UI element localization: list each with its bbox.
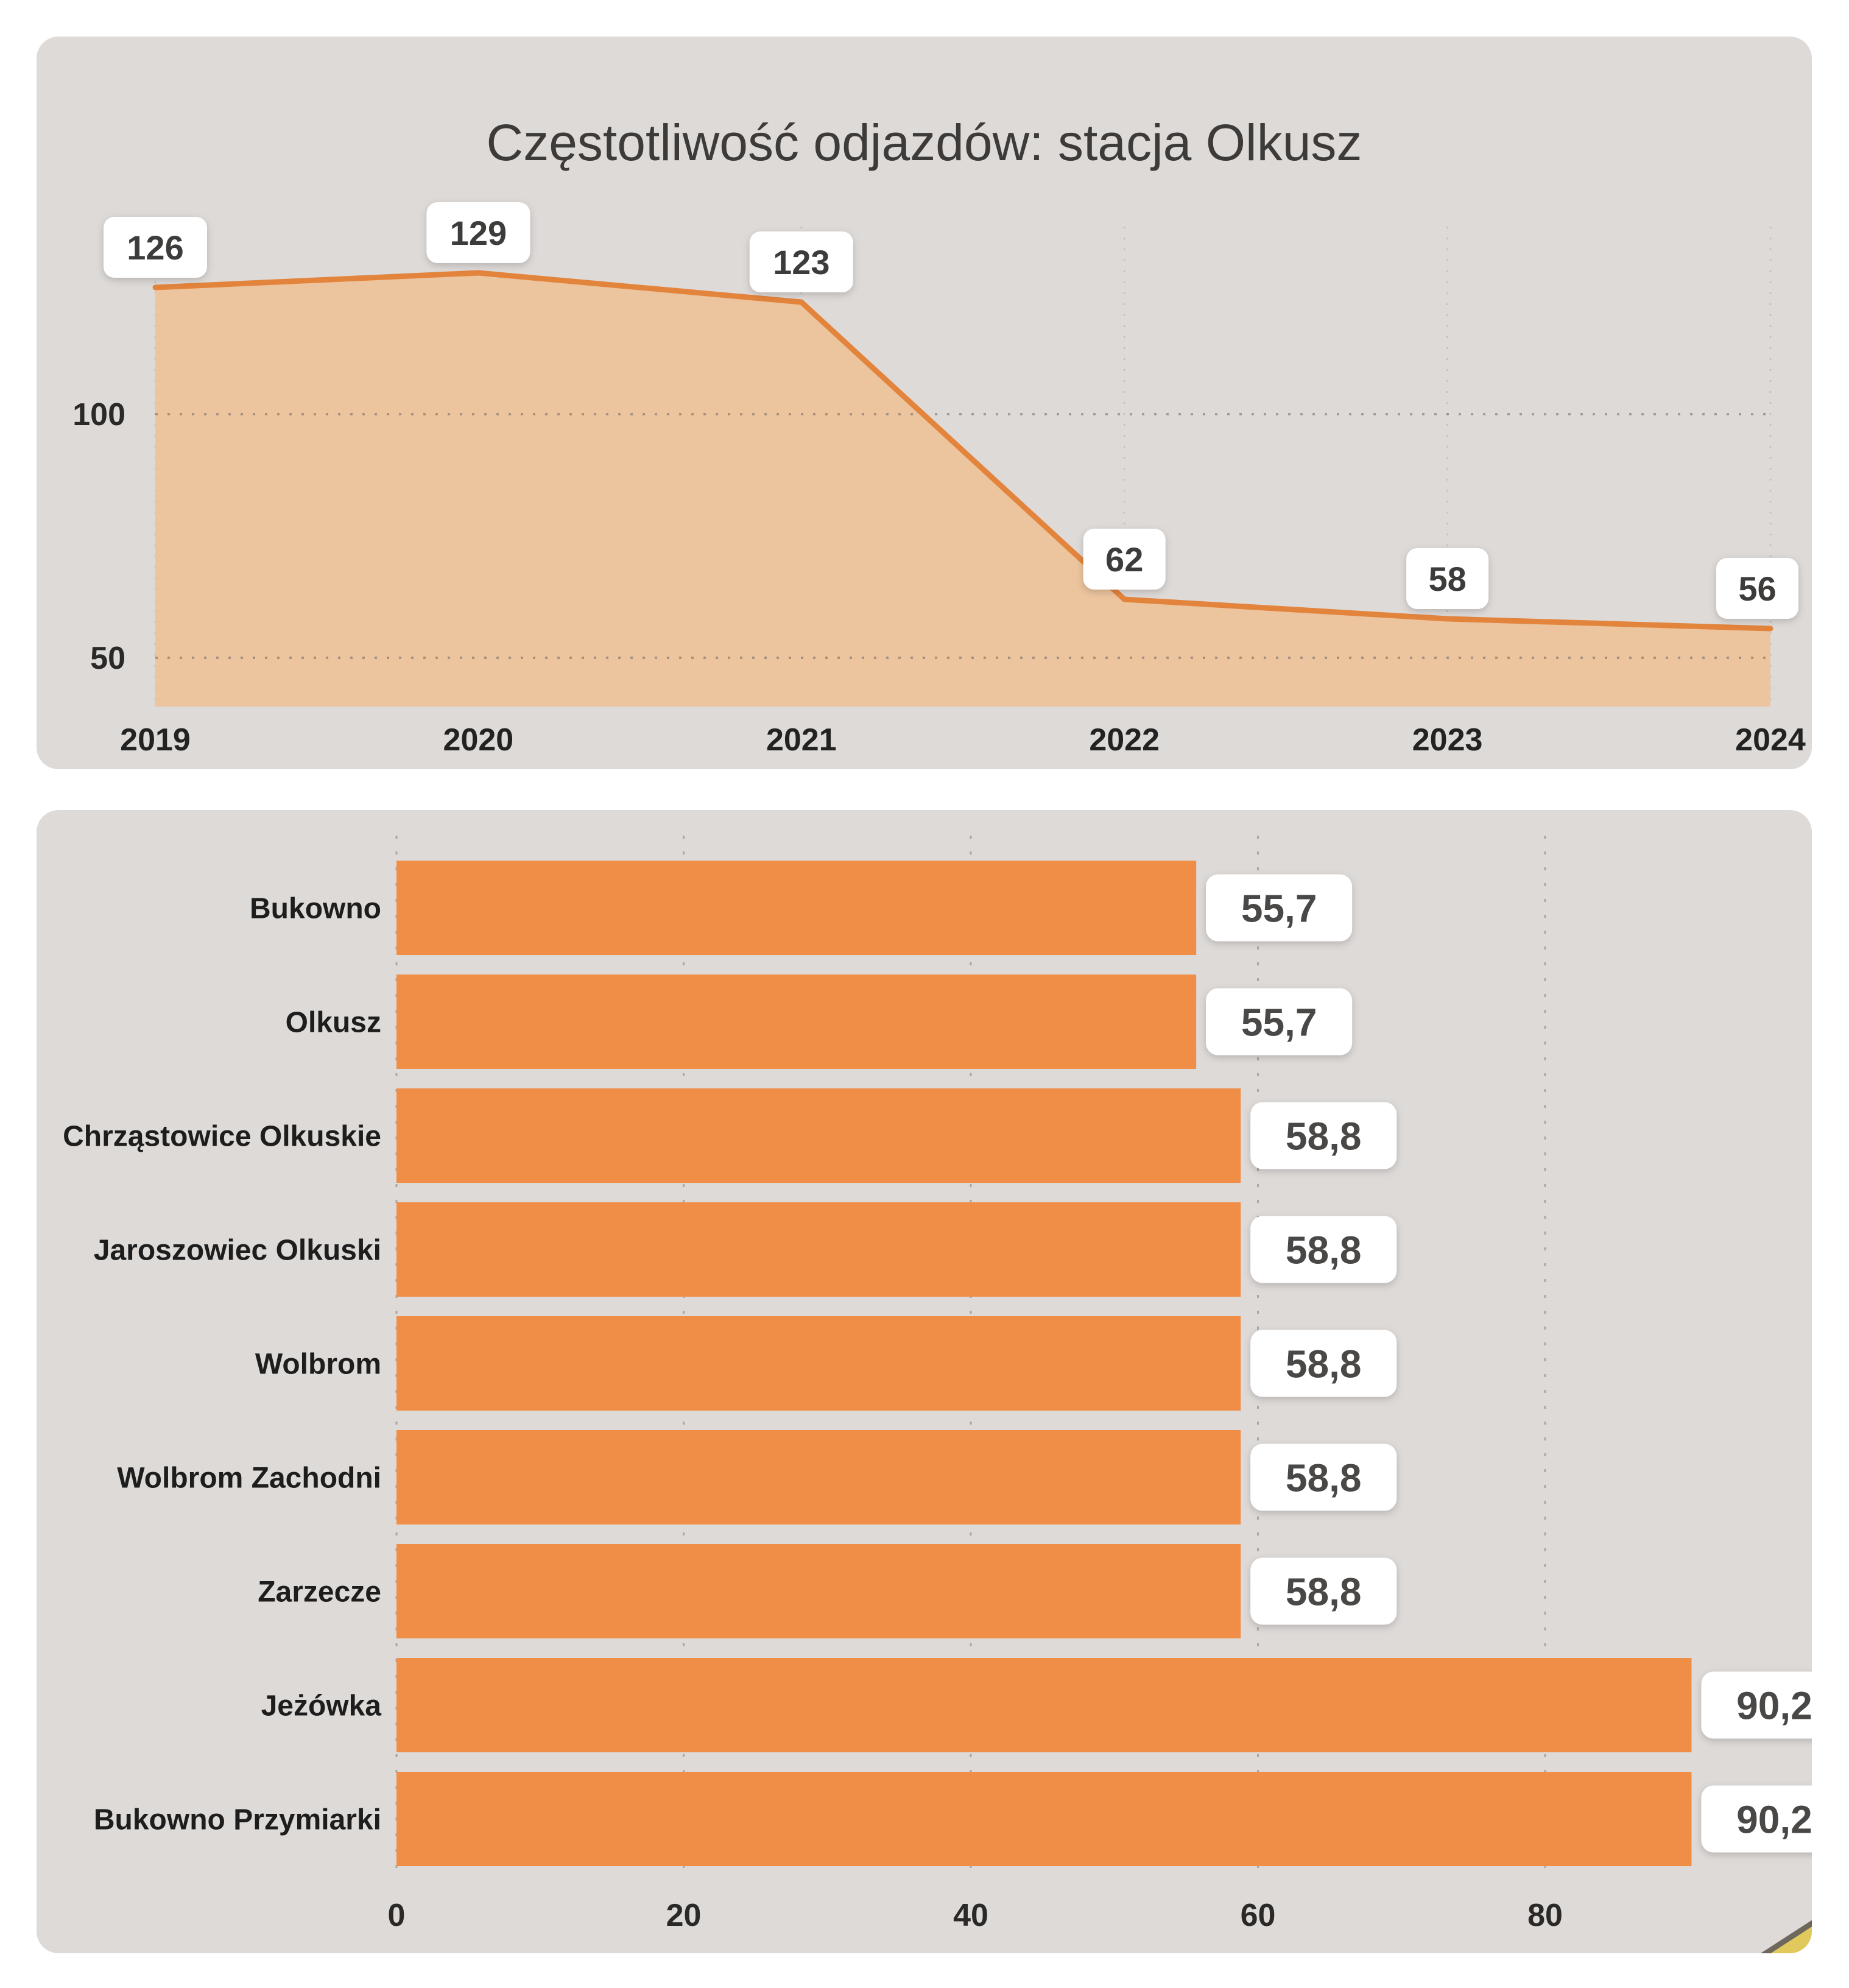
category-label-wolbrom-zachodni: Wolbrom Zachodni	[117, 1462, 381, 1495]
data-label-2020: 129	[450, 214, 507, 252]
category-label-jaroszowiec-olkuski: Jaroszowiec Olkuski	[94, 1235, 381, 1267]
bar-wolbrom[interactable]	[396, 1316, 1241, 1411]
line-chart-title: Częstotliwość odjazdów: stacja Olkusz	[486, 114, 1362, 171]
bar-bukowno-przymiarki[interactable]	[396, 1772, 1692, 1866]
data-label-box-2022	[1083, 529, 1166, 590]
x-axis-label-2024: 2024	[1735, 722, 1806, 758]
value-label-box-olkusz	[1206, 988, 1353, 1056]
category-label-bukowno-przymiarki: Bukowno Przymiarki	[94, 1804, 381, 1836]
value-label-chrz-stowice-olkuskie: 58,8	[1286, 1115, 1362, 1158]
category-label-zarzecze: Zarzecze	[258, 1576, 381, 1609]
value-label-wolbrom: 58,8	[1286, 1342, 1362, 1386]
line-chart-panel: Częstotliwość odjazdów: stacja Olkusz 50…	[37, 37, 1812, 769]
category-label-je-wka: Jeżówka	[261, 1690, 382, 1722]
value-label-wolbrom-zachodni: 58,8	[1286, 1456, 1362, 1500]
value-label-box-chrz-stowice-olkuskie	[1250, 1102, 1397, 1169]
value-label-bukowno-przymiarki: 90,2	[1736, 1798, 1812, 1842]
x-axis-tick-label-40: 40	[953, 1898, 988, 1933]
category-label-chrz-stowice-olkuskie: Chrząstowice Olkuskie	[63, 1121, 381, 1153]
x-axis-label-2019: 2019	[120, 722, 191, 758]
bar-wolbrom-zachodni[interactable]	[396, 1430, 1241, 1524]
y-axis-tick-label-100: 100	[72, 397, 125, 432]
x-axis-label-2022: 2022	[1089, 722, 1160, 758]
value-label-box-wolbrom	[1250, 1330, 1397, 1397]
data-label-2023: 58	[1428, 560, 1466, 598]
value-label-bukowno: 55,7	[1241, 887, 1317, 931]
x-axis-label-2020: 2020	[443, 722, 514, 758]
value-label-je-wka: 90,2	[1736, 1684, 1812, 1728]
bar-bukowno[interactable]	[396, 861, 1197, 955]
trend-line[interactable]	[152, 270, 1773, 632]
value-label-box-bukowno	[1206, 874, 1353, 942]
value-label-box-wolbrom-zachodni	[1250, 1443, 1397, 1511]
pencil-tip-edge	[1760, 1920, 1812, 1953]
x-axis-tick-label-60: 60	[1241, 1898, 1276, 1933]
data-label-2022: 62	[1105, 540, 1143, 579]
data-label-box-2020	[426, 202, 530, 263]
value-label-box-jaroszowiec-olkuski	[1250, 1216, 1397, 1283]
bar-je-wka[interactable]	[396, 1658, 1692, 1752]
bar-zarzecze[interactable]	[396, 1544, 1241, 1638]
data-label-box-2021	[749, 231, 853, 292]
data-label-2024: 56	[1738, 569, 1776, 608]
data-label-box-2019	[104, 217, 207, 278]
category-label-olkusz: Olkusz	[286, 1007, 381, 1039]
departures-frequency-area-chart: 50 100 126 129 123 62 58 56 2019 2020 2021 2022 2023…	[72, 202, 1806, 758]
x-axis-tick-label-20: 20	[666, 1898, 702, 1933]
bar-jaroszowiec-olkuski[interactable]	[396, 1202, 1241, 1297]
bar-chart-panel: 0 20 40 60 80 Bukowno 55,7 Olkusz 55,7 Chrząstowi…	[37, 810, 1812, 1953]
value-label-jaroszowiec-olkuski: 58,8	[1286, 1228, 1362, 1272]
value-label-box-zarzecze	[1250, 1557, 1397, 1625]
y-axis-tick-label-50: 50	[90, 641, 125, 676]
value-label-zarzecze: 58,8	[1286, 1570, 1362, 1614]
x-axis-tick-label-0: 0	[388, 1898, 406, 1933]
data-label-2019: 126	[127, 228, 183, 267]
bar-olkusz[interactable]	[396, 975, 1197, 1069]
value-label-box-je-wka	[1701, 1671, 1812, 1739]
x-axis-tick-label-80: 80	[1527, 1898, 1563, 1933]
bar-chrz-stowice-olkuskie[interactable]	[396, 1088, 1241, 1183]
value-label-olkusz: 55,7	[1241, 1001, 1317, 1045]
data-label-box-2023	[1406, 548, 1489, 609]
value-label-box-bukowno-przymiarki	[1701, 1785, 1812, 1853]
x-axis-label-2021: 2021	[766, 722, 837, 758]
area-fill[interactable]	[155, 273, 1770, 707]
data-label-2021: 123	[773, 243, 829, 281]
stations-frequency-bar-chart: 0 20 40 60 80 Bukowno 55,7 Olkusz 55,7 Chrząstowi…	[63, 836, 1812, 1953]
data-label-box-2024	[1716, 558, 1798, 619]
category-label-wolbrom: Wolbrom	[255, 1348, 381, 1381]
category-label-bukowno: Bukowno	[250, 893, 381, 925]
x-axis-label-2023: 2023	[1412, 722, 1483, 758]
